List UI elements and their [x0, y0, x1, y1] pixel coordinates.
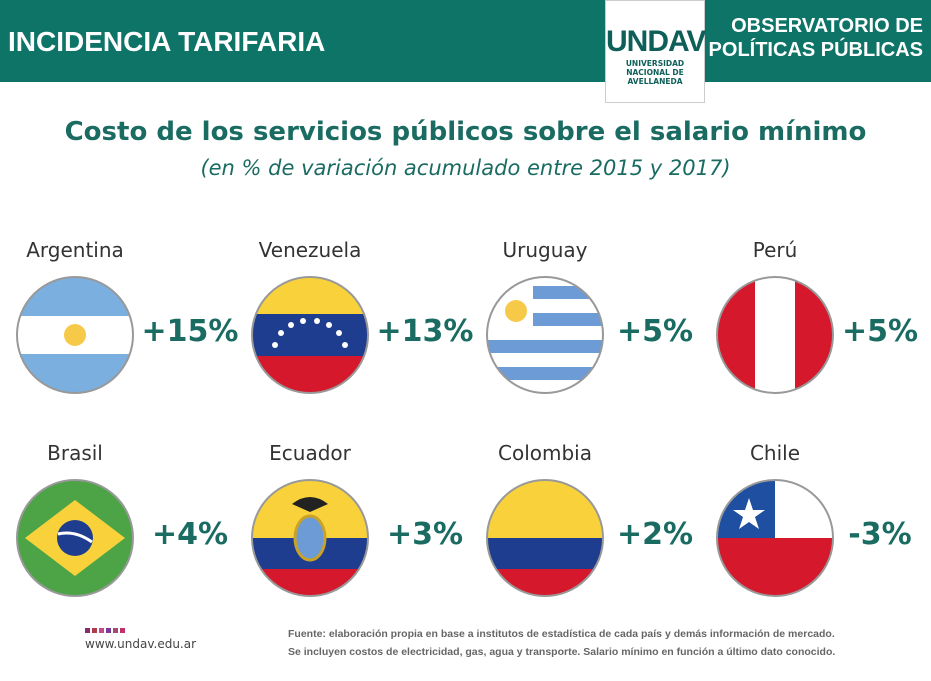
country-name: Colombia	[498, 441, 592, 465]
observatory: OBSERVATORIO DE POLÍTICAS PÚBLICAS	[709, 14, 923, 62]
country-name: Perú	[752, 238, 798, 262]
source-line: Fuente: elaboración propia en base a ins…	[288, 628, 835, 640]
country-value: +4%	[151, 517, 229, 552]
flag-peru	[716, 276, 834, 394]
country-name: Uruguay	[502, 238, 588, 262]
title: Costo de los servicios públicos sobre el…	[64, 117, 867, 147]
source-line: Se incluyen costos de electricidad, gas,…	[288, 646, 836, 658]
logo: UNDAV	[606, 25, 706, 58]
observatory-line: OBSERVATORIO DE	[731, 15, 923, 37]
logo-box: UNDAV UNIVERSIDAD NACIONAL DE AVELLANEDA	[605, 0, 706, 103]
flag-colombia	[486, 479, 604, 597]
logo-line: NACIONAL DE	[626, 68, 684, 77]
observatory-line: POLÍTICAS PÚBLICAS	[708, 39, 923, 61]
country-value: +15%	[141, 314, 239, 349]
logo-sub: UNIVERSIDAD NACIONAL DE AVELLANEDA	[606, 59, 704, 86]
flag-brasil	[16, 479, 134, 597]
logo-line: AVELLANEDA	[627, 77, 683, 86]
country-value: +5%	[616, 314, 694, 349]
country-value: +3%	[386, 517, 464, 552]
country-value: +5%	[841, 314, 919, 349]
country-name: Venezuela	[258, 238, 362, 262]
flag-uruguay	[486, 276, 604, 394]
url: www.undav.edu.ar	[85, 637, 197, 651]
flag-chile	[716, 479, 834, 597]
country-name: Ecuador	[269, 441, 351, 465]
flag-argentina	[16, 276, 134, 394]
flag-venezuela	[251, 276, 369, 394]
logo-line: UNIVERSIDAD	[625, 59, 685, 68]
header-bar	[0, 0, 931, 82]
country-name: Brasil	[47, 441, 103, 465]
header-title: INCIDENCIA TARIFARIA	[8, 26, 326, 57]
country-name: Argentina	[26, 238, 124, 262]
flag-ecuador	[251, 479, 369, 597]
dots	[85, 628, 125, 633]
country-name: Chile	[749, 441, 801, 465]
subtitle: (en % de variación acumulado entre 2015 …	[200, 156, 731, 180]
country-value: +13%	[376, 314, 474, 349]
country-value: -3%	[848, 517, 912, 552]
country-value: +2%	[616, 517, 694, 552]
